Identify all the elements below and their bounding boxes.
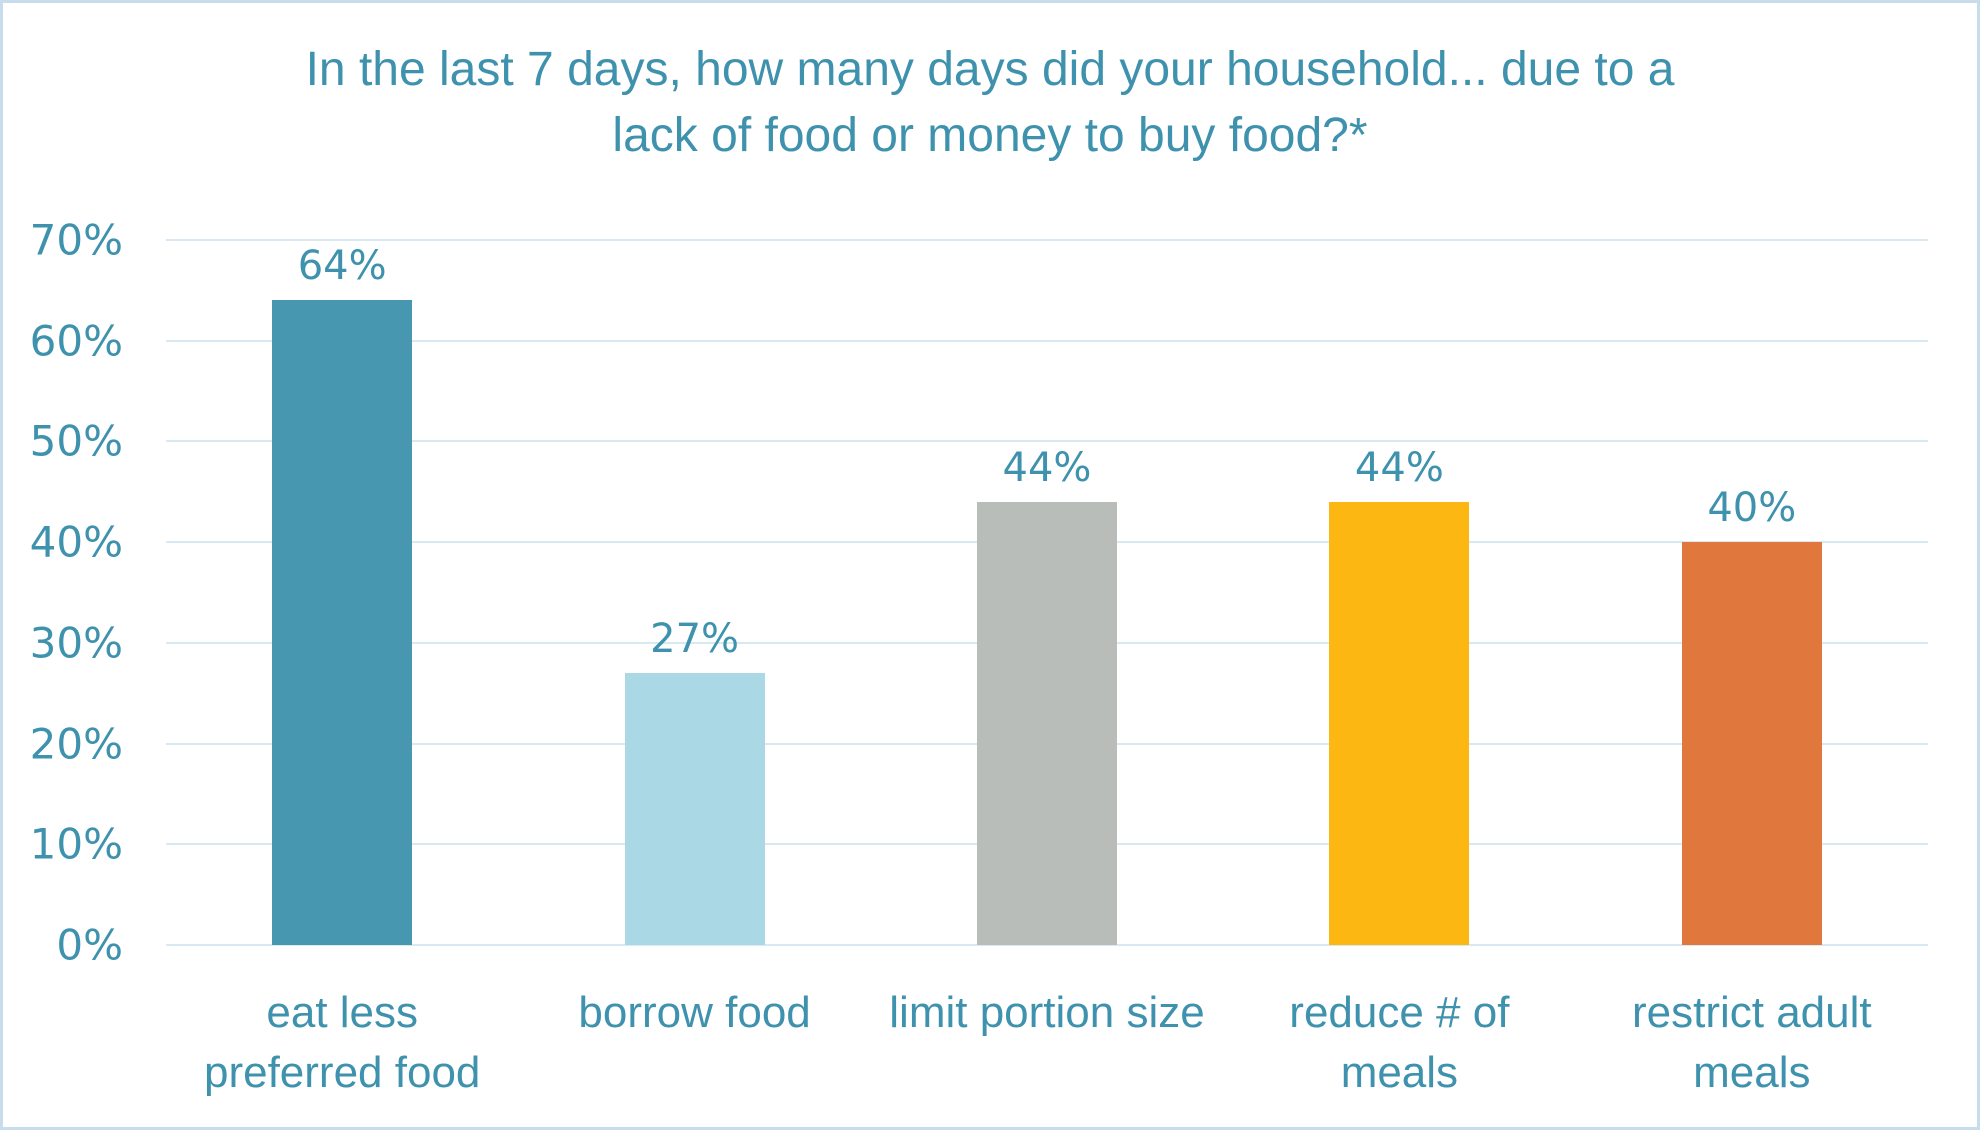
gridline <box>166 440 1928 443</box>
y-axis-label: 40% <box>29 517 123 567</box>
y-axis-label: 0% <box>56 920 123 970</box>
bar-slot: 44% <box>1223 240 1575 945</box>
y-axis-label: 30% <box>29 618 123 668</box>
bar-slot: 44% <box>871 240 1223 945</box>
category-label: reduce # of meals <box>1289 988 1510 1097</box>
bar-value-label: 44% <box>1354 444 1444 491</box>
bar-value-label: 40% <box>1707 485 1797 532</box>
bars: 64% 27% 44% 44% 40% <box>166 240 1928 945</box>
bar-value-label: 44% <box>1002 444 1092 491</box>
x-axis: eat less preferred food borrow food limit p… <box>166 983 1928 1127</box>
y-axis-label: 70% <box>29 215 123 265</box>
category-label: restrict adult meals <box>1631 988 1872 1097</box>
chart-title-line-1: In the last 7 days, how many days did yo… <box>305 43 1675 96</box>
bar <box>624 673 765 945</box>
bar <box>976 501 1117 945</box>
chart-title-line-2: lack of food or money to buy food?* <box>612 109 1368 162</box>
gridline <box>166 944 1928 946</box>
y-axis-label: 60% <box>29 316 123 366</box>
gridline <box>166 339 1928 342</box>
plot-area: 64% 27% 44% 44% 40% <box>166 239 1928 946</box>
bar-value-label: 64% <box>297 243 387 290</box>
bar-value-label: 27% <box>650 616 740 663</box>
bar-slot: 27% <box>518 240 870 945</box>
bar-slot: 64% <box>166 240 518 945</box>
bar-slot: 40% <box>1576 240 1928 945</box>
chart-title: In the last 7 days, how many days did yo… <box>3 37 1977 169</box>
y-axis: 0% 10% 20% 30% 40% 50% 60% 70% <box>3 216 123 970</box>
bar <box>272 300 413 945</box>
category-label: eat less preferred food <box>203 988 481 1097</box>
gridline <box>166 239 1928 241</box>
category-label: borrow food <box>578 988 811 1037</box>
bar <box>1329 501 1470 945</box>
y-axis-label: 10% <box>29 819 123 869</box>
bar <box>1681 542 1822 945</box>
y-axis-label: 50% <box>29 416 123 466</box>
y-axis-label: 20% <box>29 719 123 769</box>
category-label: limit portion size <box>889 988 1205 1037</box>
